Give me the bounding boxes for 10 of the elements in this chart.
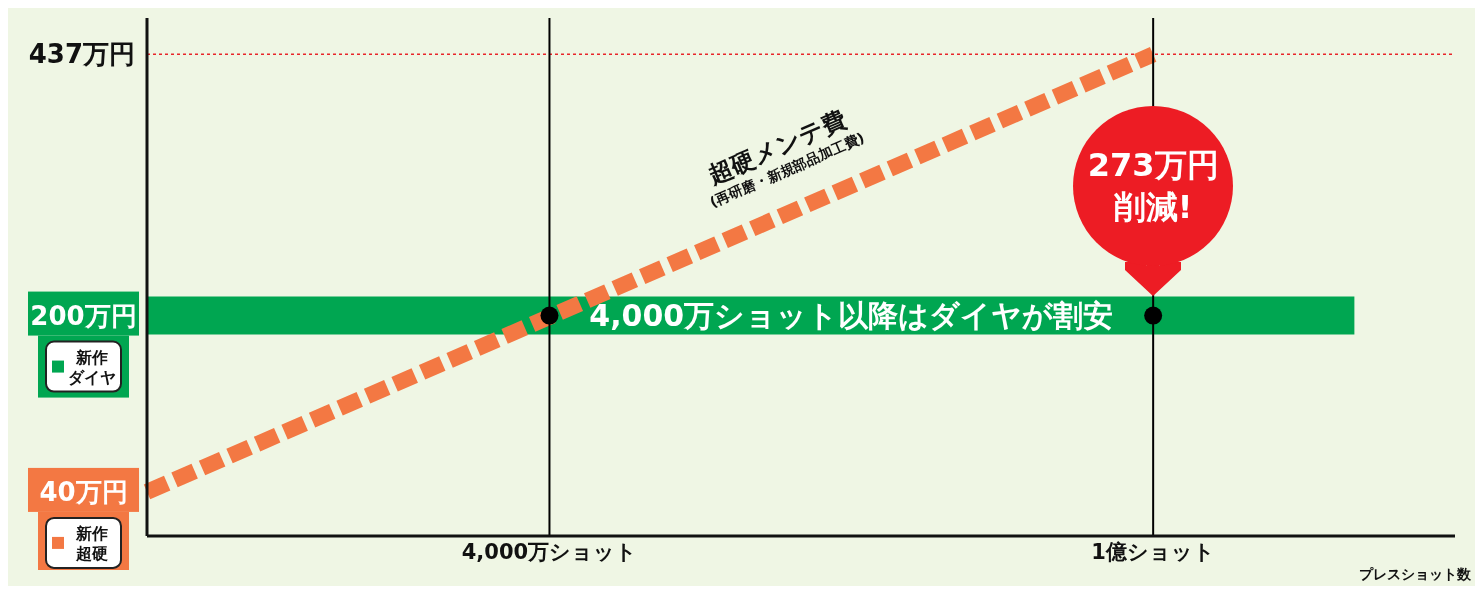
y-tick-label: 40万円 [39, 476, 128, 507]
y-tick-label: 437万円 [28, 39, 135, 70]
legend-label: 新作超硬 [74, 523, 108, 563]
annotation: 4,000万ショット以降はダイヤが割安 [588, 296, 1115, 335]
legend-label: 新作ダイヤ [67, 347, 116, 387]
annotation: 273万円削減! [1086, 144, 1220, 228]
x-tick-label: 1億ショット [1091, 539, 1215, 564]
x-axis-title: プレスショット数 [1359, 566, 1471, 584]
x-tick-label: 4,000万ショット [461, 539, 638, 564]
y-tick-label: 200万円 [30, 300, 137, 331]
